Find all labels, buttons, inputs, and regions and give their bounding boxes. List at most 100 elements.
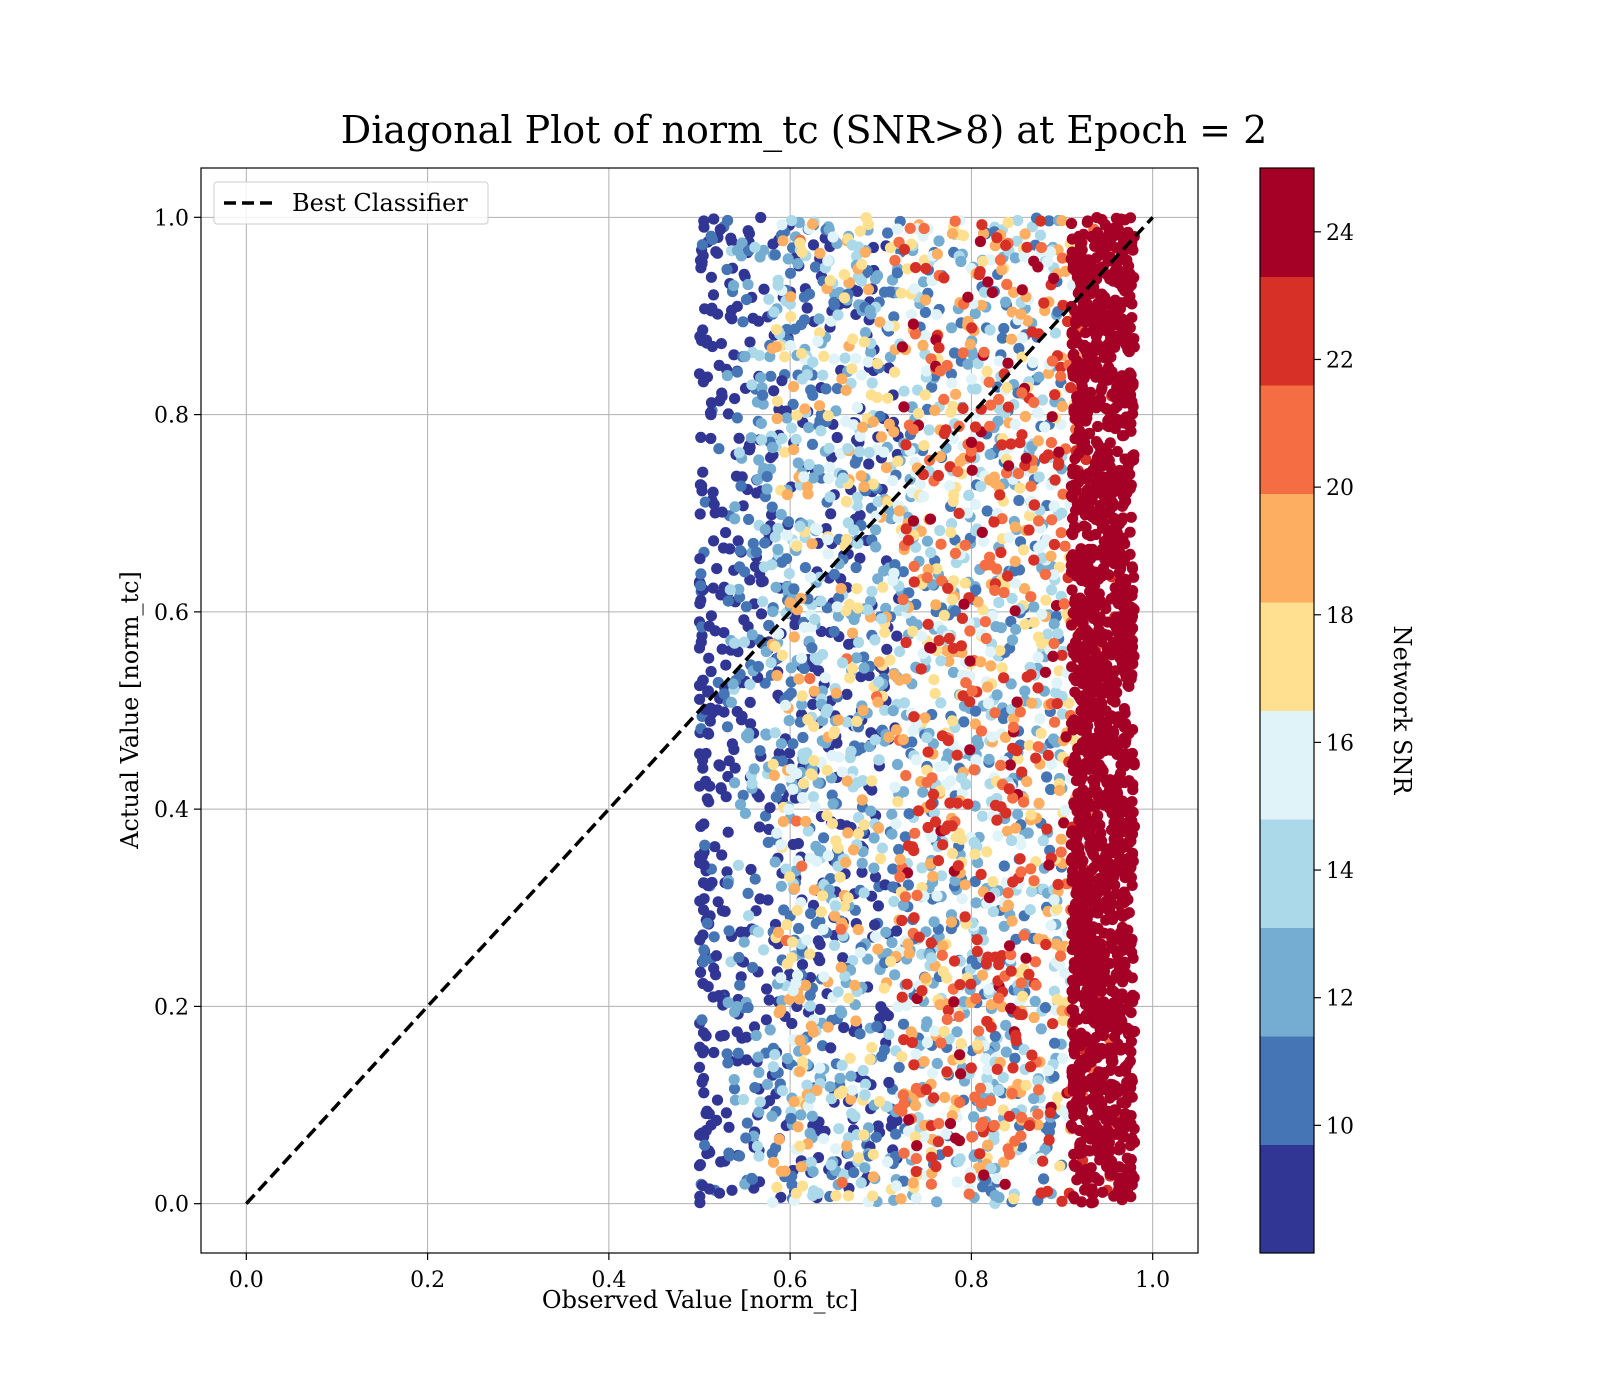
- scatter-point: [792, 258, 804, 270]
- scatter-point: [1112, 1117, 1124, 1129]
- scatter-point: [969, 1091, 981, 1103]
- scatter-point: [903, 808, 915, 820]
- scatter-point: [857, 421, 869, 433]
- scatter-point: [975, 656, 987, 668]
- scatter-point: [851, 250, 863, 262]
- scatter-point: [908, 711, 920, 723]
- scatter-point: [922, 821, 934, 834]
- scatter-point: [815, 906, 828, 918]
- scatter-point: [920, 1083, 932, 1096]
- scatter-point: [1036, 394, 1049, 406]
- scatter-point: [1016, 332, 1028, 344]
- scatter-point: [1012, 468, 1025, 480]
- scatter-point: [1047, 733, 1060, 745]
- scatter-point: [884, 242, 897, 254]
- scatter-point: [989, 707, 1001, 719]
- scatter-point: [986, 731, 998, 743]
- scatter-point: [1014, 482, 1026, 494]
- scatter-point: [786, 1179, 798, 1191]
- scatter-point: [1112, 715, 1124, 727]
- scatter-point: [1102, 475, 1114, 487]
- scatter-point: [1048, 569, 1060, 581]
- scatter-point: [894, 871, 906, 883]
- scatter-point: [743, 910, 755, 922]
- scatter-point: [855, 1177, 867, 1189]
- scatter-point: [804, 1000, 816, 1012]
- scatter-point: [822, 533, 834, 546]
- scatter-point: [981, 505, 993, 517]
- scatter-point: [696, 239, 709, 251]
- scatter-point: [907, 1177, 919, 1189]
- scatter-point: [789, 619, 801, 631]
- scatter-point: [906, 1037, 918, 1049]
- scatter-point: [1025, 480, 1037, 492]
- scatter-point: [700, 334, 713, 346]
- scatter-point: [793, 922, 805, 935]
- scatter-point: [1048, 500, 1060, 512]
- scatter-point: [849, 979, 861, 992]
- scatter-point: [770, 324, 783, 336]
- scatter-point: [1055, 527, 1067, 539]
- scatter-point: [784, 267, 797, 279]
- scatter-point: [916, 985, 928, 997]
- scatter-point: [918, 1056, 930, 1068]
- scatter-point: [1092, 485, 1104, 497]
- scatter-point: [867, 416, 879, 428]
- scatter-point: [817, 890, 829, 902]
- scatter-point: [824, 1081, 836, 1093]
- scatter-point: [1015, 1111, 1028, 1123]
- scatter-point: [991, 1173, 1003, 1185]
- scatter-point: [752, 315, 765, 327]
- scatter-point: [786, 1017, 798, 1030]
- scatter-point: [1087, 985, 1099, 997]
- scatter-point: [978, 1169, 990, 1181]
- scatter-point: [742, 443, 754, 455]
- scatter-point: [871, 358, 884, 370]
- scatter-point: [1122, 344, 1134, 356]
- scatter-point: [754, 745, 766, 757]
- scatter-point: [1041, 823, 1053, 835]
- scatter-point: [760, 728, 772, 740]
- scatter-point: [728, 743, 740, 756]
- scatter-point: [1091, 340, 1103, 352]
- scatter-point: [877, 581, 889, 593]
- scatter-point: [1003, 783, 1015, 795]
- scatter-point: [961, 507, 974, 519]
- scatter-point: [1015, 977, 1027, 989]
- scatter-point: [1090, 697, 1102, 710]
- scatter-point: [741, 1117, 754, 1129]
- scatter-point: [925, 642, 937, 654]
- scatter-point: [1114, 386, 1127, 398]
- scatter-point: [1125, 1153, 1137, 1166]
- scatter-point: [935, 697, 947, 709]
- scatter-point: [707, 486, 719, 498]
- scatter-point: [1008, 721, 1020, 733]
- scatter-point: [898, 1147, 910, 1159]
- scatter-point: [750, 1029, 762, 1042]
- scatter-point: [803, 422, 815, 434]
- scatter-point: [1093, 885, 1105, 898]
- scatter-point: [868, 862, 880, 874]
- scatter-point: [1026, 326, 1038, 338]
- scatter-point: [965, 1062, 977, 1074]
- scatter-point: [966, 464, 978, 476]
- scatter-point: [945, 526, 957, 539]
- scatter-point: [940, 1128, 952, 1140]
- scatter-point: [889, 781, 901, 793]
- scatter-point: [922, 746, 934, 758]
- scatter-point: [775, 880, 788, 892]
- scatter-point: [808, 685, 820, 697]
- scatter-point: [1005, 678, 1017, 690]
- scatter-point: [1116, 795, 1129, 807]
- scatter-point: [1073, 690, 1085, 702]
- scatter-point: [940, 424, 952, 436]
- scatter-point: [976, 810, 989, 822]
- scatter-point: [1080, 1081, 1092, 1093]
- scatter-point: [1056, 1195, 1068, 1207]
- scatter-point: [722, 408, 735, 420]
- scatter-point: [1128, 604, 1140, 616]
- scatter-point: [862, 283, 875, 296]
- scatter-point: [889, 366, 901, 378]
- scatter-point: [824, 461, 836, 473]
- scatter-point: [1039, 568, 1052, 581]
